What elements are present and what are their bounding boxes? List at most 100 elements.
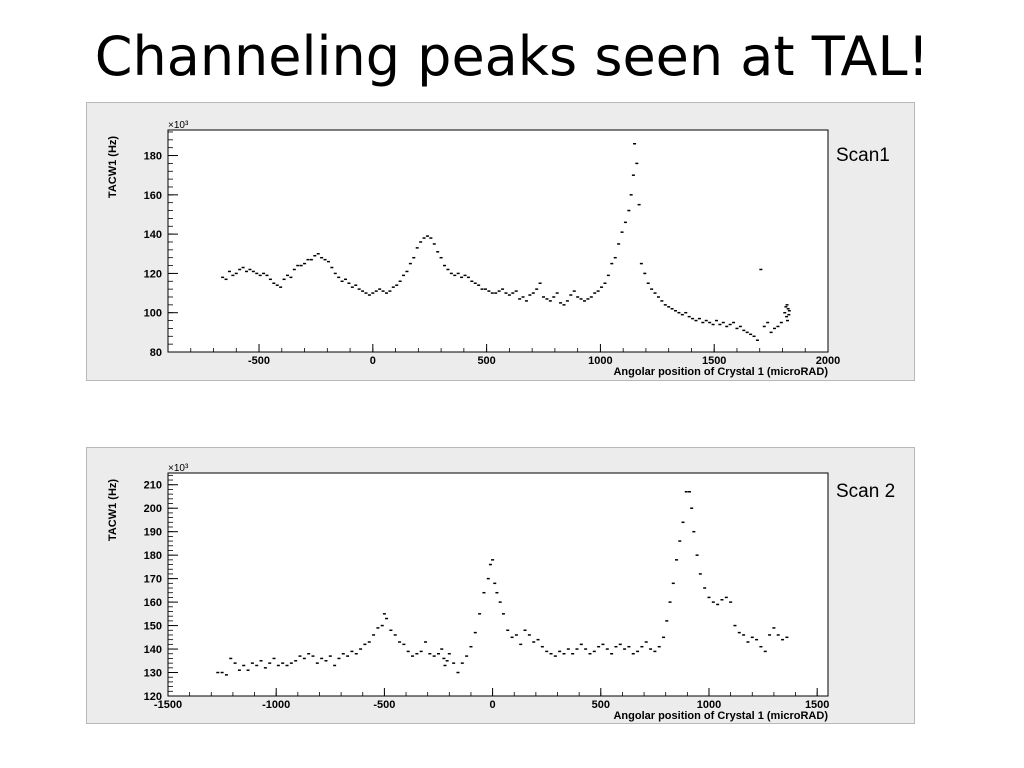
data-point bbox=[535, 288, 539, 290]
data-point bbox=[294, 660, 298, 662]
data-point bbox=[542, 296, 546, 298]
data-point bbox=[680, 313, 684, 316]
data-point bbox=[255, 272, 259, 275]
data-point bbox=[372, 634, 376, 636]
data-point bbox=[566, 648, 570, 650]
data-point bbox=[687, 315, 691, 318]
data-point bbox=[456, 272, 460, 275]
data-point bbox=[575, 648, 579, 650]
data-point bbox=[469, 645, 473, 648]
scan1-label: Scan1 bbox=[836, 145, 890, 166]
data-point bbox=[779, 321, 783, 324]
data-point bbox=[415, 652, 419, 655]
x-tick-label: 1500 bbox=[805, 699, 829, 711]
y-tick-label: 150 bbox=[144, 621, 162, 633]
data-point bbox=[224, 278, 228, 281]
data-point bbox=[650, 288, 654, 290]
y-tick-label: 140 bbox=[144, 229, 162, 241]
scan2-chart: -1500 -1000 -500 0 500 1000 1500 120 130 140 150 16… bbox=[107, 463, 829, 722]
data-point bbox=[665, 620, 669, 622]
data-point bbox=[766, 321, 770, 324]
data-point bbox=[234, 272, 238, 275]
data-point bbox=[460, 276, 464, 279]
data-point bbox=[279, 286, 283, 288]
data-point bbox=[785, 315, 789, 318]
data-point bbox=[478, 613, 482, 615]
data-point bbox=[769, 331, 773, 334]
data-point bbox=[382, 613, 386, 615]
data-point bbox=[553, 655, 557, 657]
data-point bbox=[463, 274, 467, 277]
data-point bbox=[344, 278, 348, 281]
data-point bbox=[559, 302, 563, 304]
data-point bbox=[579, 298, 583, 300]
data-point bbox=[501, 288, 505, 290]
data-point bbox=[549, 652, 553, 655]
data-point bbox=[378, 288, 382, 290]
data-point bbox=[703, 587, 707, 589]
data-point bbox=[714, 319, 718, 322]
data-point bbox=[684, 311, 688, 314]
data-point bbox=[316, 253, 320, 255]
data-point bbox=[596, 290, 600, 292]
data-point bbox=[466, 276, 470, 279]
data-point bbox=[572, 290, 576, 292]
data-point bbox=[593, 292, 597, 294]
y-tick-label: 180 bbox=[144, 550, 162, 562]
data-point bbox=[272, 657, 276, 660]
data-point bbox=[381, 290, 385, 292]
data-point bbox=[487, 290, 491, 292]
y-multiplier: ×10³ bbox=[168, 463, 189, 474]
y-tick-label: 170 bbox=[144, 574, 162, 586]
data-point bbox=[367, 294, 371, 296]
data-point bbox=[548, 300, 552, 302]
data-point bbox=[313, 254, 317, 257]
data-point bbox=[729, 601, 733, 603]
data-point bbox=[565, 300, 569, 302]
data-point bbox=[259, 660, 263, 662]
data-point bbox=[477, 284, 481, 286]
data-point bbox=[363, 643, 367, 646]
x-tick-label: 500 bbox=[592, 699, 610, 711]
data-point bbox=[289, 662, 293, 664]
data-point bbox=[674, 309, 678, 312]
data-point bbox=[629, 194, 633, 196]
data-point bbox=[521, 296, 525, 298]
data-point bbox=[285, 274, 289, 277]
data-point bbox=[514, 290, 518, 292]
data-point bbox=[501, 613, 505, 615]
data-point bbox=[242, 664, 246, 667]
data-point bbox=[698, 573, 702, 575]
data-point bbox=[328, 655, 332, 657]
data-point bbox=[531, 292, 535, 294]
data-point bbox=[268, 278, 272, 281]
data-point bbox=[282, 278, 286, 281]
data-point bbox=[704, 319, 708, 322]
data-point bbox=[691, 317, 695, 320]
data-point bbox=[684, 491, 688, 493]
x-tick-label: 1000 bbox=[697, 699, 721, 711]
y-tick-label: 200 bbox=[144, 503, 162, 515]
y-tick-label: 130 bbox=[144, 668, 162, 680]
data-point bbox=[367, 641, 371, 643]
data-point bbox=[491, 559, 495, 561]
data-point bbox=[473, 631, 477, 634]
data-point bbox=[701, 321, 705, 324]
data-point bbox=[221, 276, 225, 279]
x-tick-label: 500 bbox=[477, 355, 495, 367]
data-point bbox=[668, 601, 672, 603]
x-axis-label: Angolar position of Crystal 1 (microRAD) bbox=[613, 710, 828, 722]
data-point bbox=[558, 650, 562, 653]
scan1-chart-panel: -500 0 500 1000 1500 2000 80 100 120 140 160 180 ×10… bbox=[86, 102, 915, 381]
data-point bbox=[768, 634, 772, 636]
data-point bbox=[440, 648, 444, 650]
data-point bbox=[498, 601, 502, 603]
data-point bbox=[752, 335, 756, 338]
data-point bbox=[436, 251, 440, 253]
data-point bbox=[216, 671, 220, 674]
data-point bbox=[495, 591, 499, 594]
data-point bbox=[623, 648, 627, 650]
data-point bbox=[324, 660, 328, 662]
data-point bbox=[265, 274, 269, 277]
data-point bbox=[562, 304, 566, 306]
